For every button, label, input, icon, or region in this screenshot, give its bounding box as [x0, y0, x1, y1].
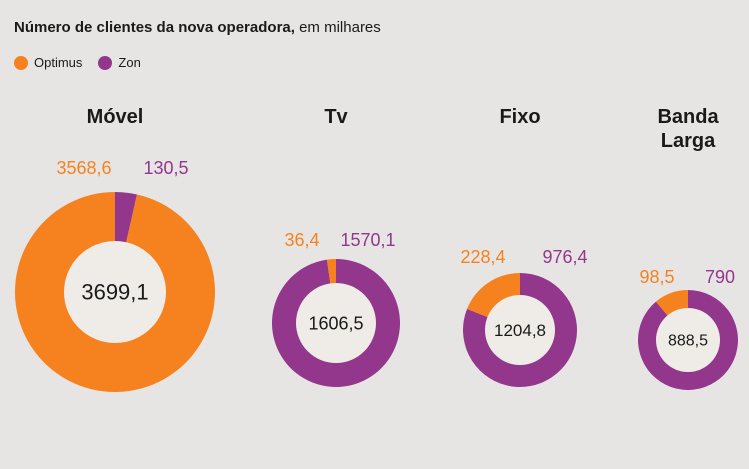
total-label-fixo: 1204,8 [494, 321, 546, 340]
value-optimus-banda-larga: 98,5 [639, 267, 674, 287]
legend-item-optimus: Optimus [14, 55, 82, 70]
value-optimus-tv: 36,4 [284, 230, 319, 250]
donut-fixo: 1204,8 Fixo 228,4 976,4 [460, 106, 588, 387]
chart-title: Número de clientes da nova operadora, em… [14, 19, 381, 36]
chart-title-bold: Número de clientes da nova operadora, [14, 19, 295, 36]
legend-label-optimus: Optimus [34, 55, 83, 70]
category-title-movel: Móvel [87, 106, 144, 128]
value-zon-banda-larga: 790 [705, 267, 735, 287]
total-label-banda-larga: 888,5 [668, 333, 708, 350]
chart-title-rest: em milhares [294, 19, 381, 36]
total-label-tv: 1606,5 [308, 313, 363, 333]
category-title-banda-larga-1: Banda [657, 106, 719, 128]
category-title-fixo: Fixo [499, 106, 540, 128]
donut-hole-banda-larga [656, 308, 720, 372]
legend-item-zon: Zon [98, 55, 141, 70]
legend-swatch-zon [98, 55, 113, 70]
donut-hole-movel [64, 241, 166, 343]
donut-hole-tv [296, 283, 376, 363]
legend: Optimus Zon [14, 55, 157, 70]
value-optimus-movel: 3568,6 [56, 158, 111, 178]
value-zon-movel: 130,5 [143, 158, 188, 178]
value-optimus-fixo: 228,4 [460, 247, 505, 267]
total-label-movel: 3699,1 [81, 280, 148, 305]
category-title-tv: Tv [324, 106, 348, 128]
donut-movel: 3699,1 Móvel 3568,6 130,5 [14, 106, 215, 393]
legend-swatch-optimus [14, 55, 28, 70]
donut-tv: 1606,5 Tv 36,4 1570,1 [271, 106, 400, 388]
category-title-banda-larga-2: Larga [661, 130, 716, 152]
legend-label-zon: Zon [118, 55, 141, 70]
value-zon-fixo: 976,4 [542, 247, 587, 267]
value-zon-tv: 1570,1 [340, 230, 395, 250]
donut-hole-fixo [485, 295, 555, 365]
